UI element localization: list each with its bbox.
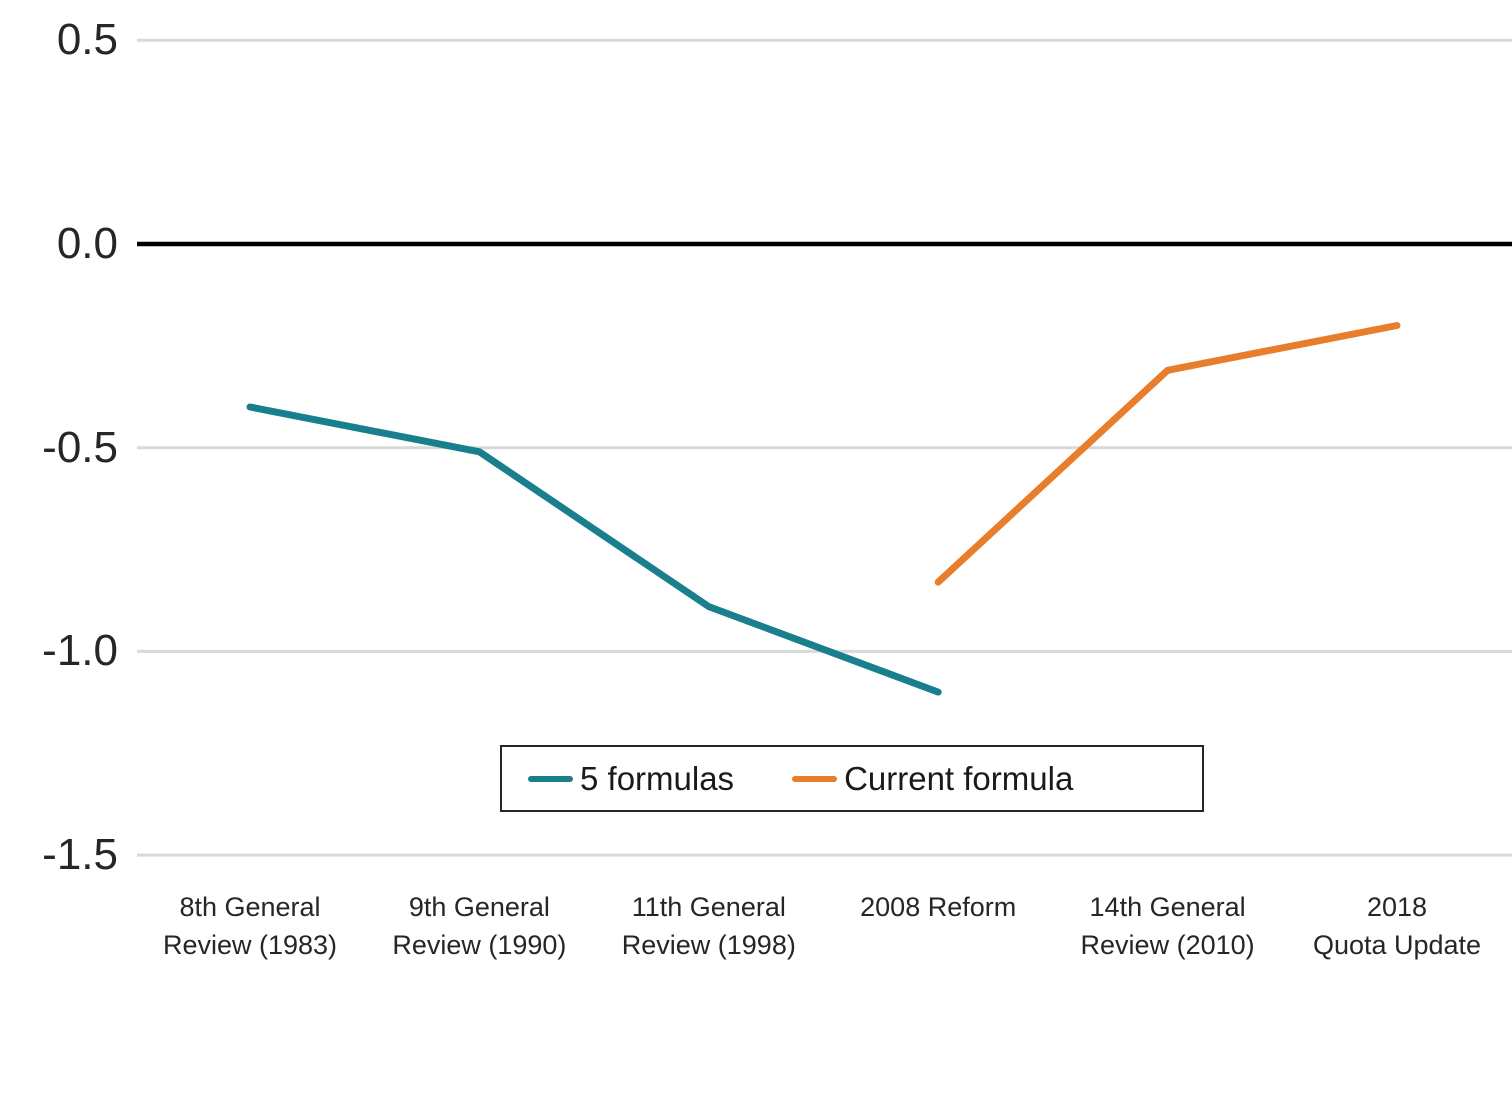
x-tick-label: 9th General Review (1990) xyxy=(392,892,567,960)
x-tick-label: 2008 Reform xyxy=(860,892,1017,922)
x-tick-label: 8th General Review (1983) xyxy=(162,892,338,960)
y-tick-label: -0.5 xyxy=(42,422,118,472)
y-tick-label: 0.5 xyxy=(56,15,118,65)
y-tick-label: 0.0 xyxy=(56,219,118,268)
series-line-1 xyxy=(934,322,1401,586)
legend: 5 formulas Current formula xyxy=(500,745,1204,812)
legend-line-swatch-teal xyxy=(528,775,573,782)
legend-line-swatch-orange xyxy=(792,775,838,782)
x-tick-label: 2018 Quota Update xyxy=(1312,892,1482,960)
legend-label-current-formula: Current formula xyxy=(844,759,1074,797)
x-tick-label: 14th General Review (2010) xyxy=(1080,892,1255,960)
series-line-0 xyxy=(246,403,942,696)
legend-label-5-formulas: 5 formulas xyxy=(580,759,735,797)
y-tick-label: -1.5 xyxy=(42,830,118,880)
y-tick-label: -1.0 xyxy=(42,626,118,676)
x-tick-label: 11th General Review (1998) xyxy=(621,892,796,960)
legend-item-5-formulas: 5 formulas xyxy=(528,760,734,798)
legend-item-current-formula: Current formula xyxy=(792,760,1073,798)
